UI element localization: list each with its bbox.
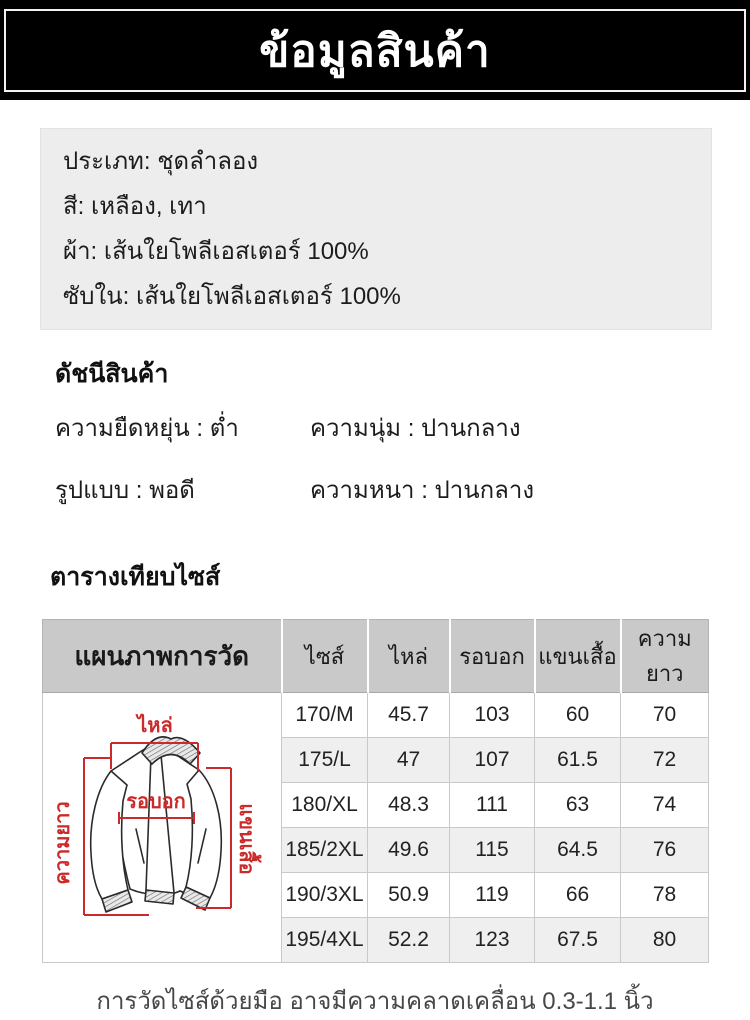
table-cell: 47: [367, 737, 450, 783]
table-cell: 70: [620, 692, 709, 738]
table-cell: 49.6: [367, 827, 450, 873]
table-cell: 74: [620, 782, 709, 828]
table-cell: 76: [620, 827, 709, 873]
column-header-diagram: แผนภาพการวัด: [42, 619, 282, 693]
cell-size: 180/XL: [281, 782, 368, 828]
table-row: ไหล่ รอบอก ความยาว แขนเสื้อ 170/M 45.7 1…: [42, 692, 709, 963]
index-item-fit: รูปแบบ : พอดี: [55, 477, 195, 504]
column-header-shoulder: ไหล่: [366, 619, 450, 693]
column-header-length: ความยาว: [619, 619, 709, 693]
table-cell: 45.7: [367, 692, 450, 738]
table-cell: 72: [620, 737, 709, 783]
table-cell: 60: [534, 692, 621, 738]
size-chart-heading: ตารางเทียบไซส์: [50, 563, 221, 591]
info-line-type: ประเภท: ชุดลำลอง: [63, 148, 259, 175]
diagram-label-shoulder: ไหล่: [137, 715, 173, 737]
table-row: 185/2XL 49.6 115 64.5 76: [43, 827, 709, 873]
diagram-label-length: ความยาว: [52, 801, 74, 885]
table-cell: 115: [449, 827, 535, 873]
table-cell: 111: [449, 782, 535, 828]
table-cell: 107: [449, 737, 535, 783]
table-cell: 67.5: [534, 917, 621, 963]
table-cell: 52.2: [367, 917, 450, 963]
table-cell: 61.5: [534, 737, 621, 783]
table-cell: 103: [449, 692, 535, 738]
table-cell: 78: [620, 872, 709, 918]
column-header-size: ไซส์: [280, 619, 368, 693]
table-row: 190/3XL 50.9 119 66 78: [43, 872, 709, 918]
info-line-color: สี: เหลือง, เทา: [63, 193, 207, 220]
table-cell: 119: [449, 872, 535, 918]
cell-size: 195/4XL: [281, 917, 368, 963]
diagram-label-sleeve: แขนเสื้อ: [235, 803, 257, 875]
measurement-diagram-cell: ไหล่ รอบอก ความยาว แขนเสื้อ: [42, 692, 282, 963]
info-line-fabric: ผ้า: เส้นใยโพลีเอสเตอร์ 100%: [63, 238, 369, 265]
product-index-heading: ดัชนีสินค้า: [55, 360, 169, 388]
table-row: 175/L 47 107 61.5 72: [43, 737, 709, 783]
info-line-lining: ซับใน: เส้นใยโพลีเอสเตอร์ 100%: [63, 283, 401, 310]
table-cell: 50.9: [367, 872, 450, 918]
index-item-thickness: ความหนา : ปานกลาง: [310, 477, 535, 504]
column-header-chest: รอบอก: [448, 619, 535, 693]
product-index-grid: ความยืดหยุ่น : ต่ำ ความนุ่ม : ปานกลาง รู…: [55, 408, 750, 509]
page-title: ข้อมูลสินค้า: [259, 26, 491, 76]
jacket-diagram: [83, 736, 232, 916]
measurement-note: การวัดไซส์ด้วยมือ อาจมีความคลาดเคลื่อน 0…: [96, 988, 654, 1015]
table-cell: 63: [534, 782, 621, 828]
banner-frame: ข้อมูลสินค้า: [4, 9, 746, 92]
table-header-row: แผนภาพการวัด ไซส์ ไหล่ รอบอก แขนเสื้อ คว…: [42, 619, 709, 693]
index-item-elasticity: ความยืดหยุ่น : ต่ำ: [55, 415, 239, 442]
measurement-diagram: ไหล่ รอบอก ความยาว แขนเสื้อ: [43, 693, 282, 949]
size-table: แผนภาพการวัด ไซส์ ไหล่ รอบอก แขนเสื้อ คว…: [42, 619, 709, 963]
table-cell: 64.5: [534, 827, 621, 873]
diagram-label-chest: รอบอก: [126, 791, 186, 813]
cell-size: 185/2XL: [281, 827, 368, 873]
table-cell: 48.3: [367, 782, 450, 828]
cell-size: 175/L: [281, 737, 368, 783]
header-banner: ข้อมูลสินค้า: [0, 0, 750, 100]
table-cell: 66: [534, 872, 621, 918]
table-cell: 80: [620, 917, 709, 963]
column-header-sleeve: แขนเสื้อ: [533, 619, 621, 693]
table-cell: 123: [449, 917, 535, 963]
index-item-softness: ความนุ่ม : ปานกลาง: [310, 415, 521, 442]
cell-size: 190/3XL: [281, 872, 368, 918]
cell-size: 170/M: [281, 692, 368, 738]
product-info-box: ประเภท: ชุดลำลอง สี: เหลือง, เทา ผ้า: เส…: [40, 128, 712, 330]
